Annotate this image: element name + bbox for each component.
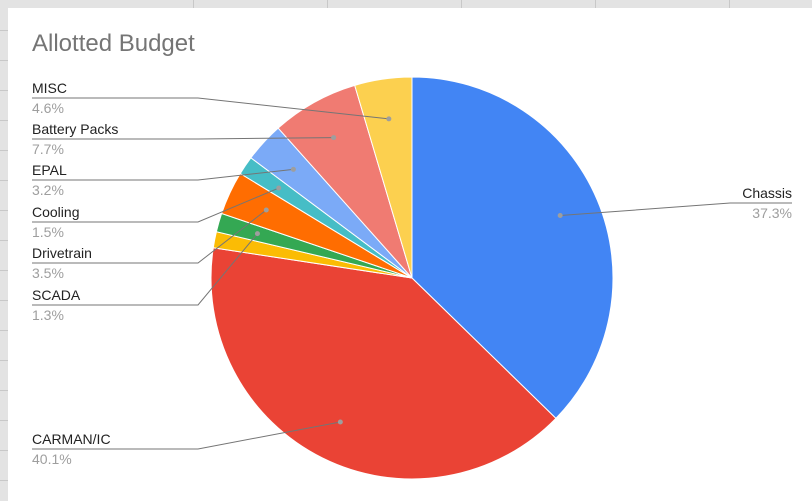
pie-slice-misc[interactable]: [354, 76, 413, 279]
label-percent-misc: 4.6%: [32, 100, 64, 116]
slice-labels: MISC 4.6% Battery Packs 7.7% EPAL 3.2% Cooling…: [32, 80, 792, 467]
leader-line-drivetrain: [32, 209, 267, 264]
leader-line-scada: [32, 233, 258, 306]
label-name-cooling: Cooling: [32, 204, 79, 220]
label-percent-cooling: 1.5%: [32, 224, 64, 240]
leader-dot-misc: [386, 116, 392, 122]
chart-card[interactable]: Allotted Budget MISC 4.6% Battery Packs 7.7…: [8, 8, 812, 501]
chart-title: Allotted Budget: [32, 30, 195, 57]
leader-line-epal: [32, 168, 294, 181]
label-name-drivetrain: Drivetrain: [32, 245, 92, 261]
leader-dot-chassis: [557, 213, 563, 219]
leader-dot-carman-ic: [337, 419, 343, 425]
pie-slice-carman-ic[interactable]: [210, 247, 557, 480]
leader-line-carman-ic: [32, 421, 341, 450]
label-name-epal: EPAL: [32, 162, 67, 178]
leader-dot-epal: [290, 166, 296, 172]
label-percent-battery-packs: 7.7%: [32, 141, 64, 157]
pie-slice-chassis[interactable]: [411, 76, 614, 420]
leader-lines: [32, 97, 792, 450]
label-name-misc: MISC: [32, 80, 67, 96]
leader-line-cooling: [32, 187, 279, 223]
label-name-scada: SCADA: [32, 287, 81, 303]
pie-slices: [210, 76, 614, 480]
leader-dot-scada: [254, 231, 260, 237]
leader-dot-battery-packs: [331, 135, 337, 141]
pie-chart[interactable]: MISC 4.6% Battery Packs 7.7% EPAL 3.2% Cooling…: [8, 8, 812, 501]
leader-dot-drivetrain: [263, 207, 269, 213]
label-name-chassis: Chassis: [742, 185, 792, 201]
leader-dot-cooling: [276, 185, 282, 191]
leader-line-battery-packs: [32, 137, 334, 140]
label-percent-carman-ic: 40.1%: [32, 451, 72, 467]
leader-line-chassis: [560, 202, 792, 217]
label-name-battery-packs: Battery Packs: [32, 121, 118, 137]
label-percent-scada: 1.3%: [32, 307, 64, 323]
label-percent-chassis: 37.3%: [752, 205, 792, 221]
leader-line-misc: [32, 97, 389, 120]
label-percent-drivetrain: 3.5%: [32, 265, 64, 281]
label-name-carman-ic: CARMAN/IC: [32, 431, 111, 447]
label-percent-epal: 3.2%: [32, 182, 64, 198]
